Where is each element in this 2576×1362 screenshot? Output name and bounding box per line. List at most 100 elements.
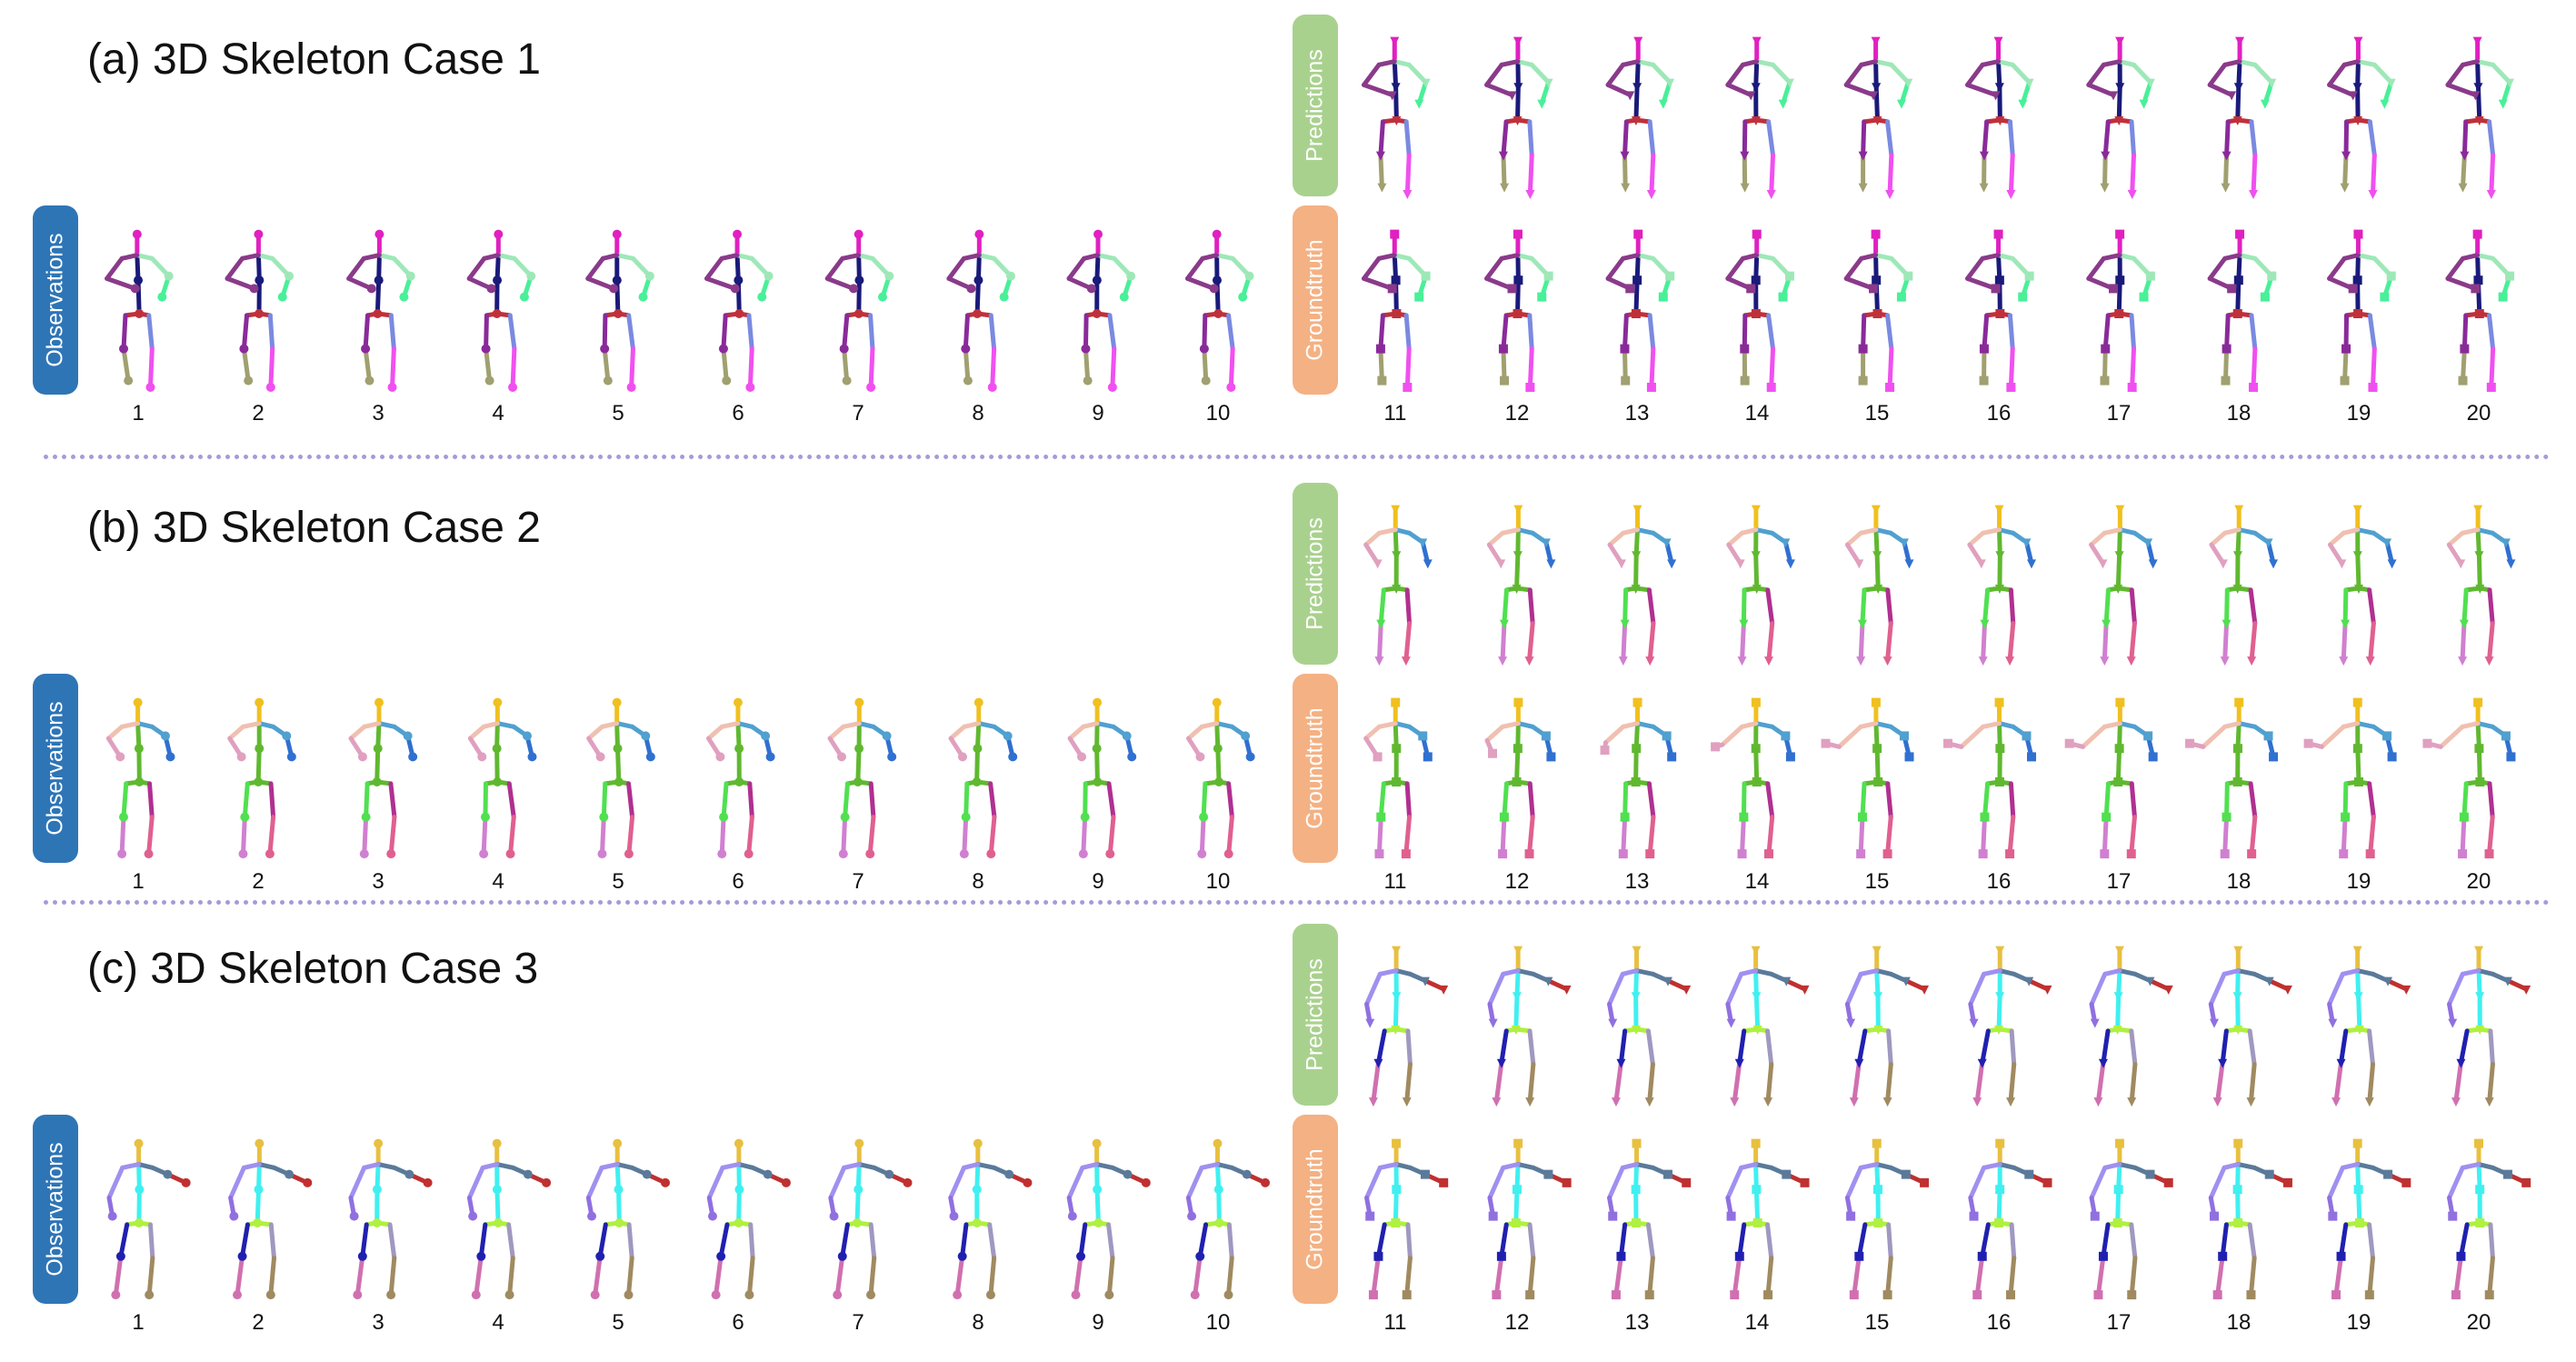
bone-lHip-lKn xyxy=(1106,781,1116,820)
joint-rAn xyxy=(842,376,852,386)
joint-lAn xyxy=(505,849,515,859)
frame-number: 18 xyxy=(2226,401,2252,426)
bone-rHip-rKn xyxy=(1742,119,1748,158)
bone-rEl-rWr xyxy=(1484,82,1515,97)
bone-rKn-rAn xyxy=(1740,815,1746,856)
joint-rKn xyxy=(839,344,849,354)
joint-lAn xyxy=(1402,1097,1412,1107)
bone-lKn-lAn xyxy=(390,346,396,390)
joint-chest xyxy=(1995,1185,2005,1195)
bone-rEl-rWr xyxy=(1965,275,1999,291)
joint-pelvis xyxy=(1751,116,1761,125)
bone-rSh-rEl xyxy=(1725,255,1745,281)
bone-lKn-lAn xyxy=(867,815,876,856)
joint-pelvis xyxy=(614,1218,624,1227)
bone-neck-rSh xyxy=(2340,1162,2361,1170)
bone-neck-rSh xyxy=(362,721,382,729)
bone-neck-lSh xyxy=(256,721,276,729)
joint-lAn xyxy=(1525,189,1535,199)
joint-rKn xyxy=(1858,344,1868,354)
joint-pelvis xyxy=(1873,585,1883,594)
joint-rAn xyxy=(1730,1290,1740,1300)
joint-lWr xyxy=(1920,985,1930,995)
frame-number: 1 xyxy=(132,869,145,894)
bone-rHip-rKn xyxy=(1499,1222,1509,1259)
joint-lEl xyxy=(2505,271,2515,281)
joint-chest xyxy=(1751,275,1761,285)
bone-rSh-rEl xyxy=(1486,530,1505,547)
bone-lHip-lKn xyxy=(147,1222,155,1261)
joint-lWr xyxy=(542,1177,552,1187)
joint-lEl xyxy=(1665,78,1675,88)
joint-head xyxy=(1092,1138,1102,1148)
joint-pelvis xyxy=(1872,116,1882,125)
joint-head xyxy=(973,1138,983,1148)
joint-lAn xyxy=(1403,189,1413,199)
bone-lHip-lKn xyxy=(268,781,276,820)
joint-chest xyxy=(1632,744,1642,754)
bone-rKn-rAn xyxy=(1493,1254,1504,1297)
bone-rHip-rKn xyxy=(1980,1222,1991,1259)
joint-pelvis xyxy=(854,309,864,318)
joint-rAn xyxy=(117,849,127,859)
frame-number: 2 xyxy=(252,401,265,426)
joint-rKn xyxy=(1076,1251,1086,1261)
joint-lEl xyxy=(1420,1169,1430,1179)
joint-lEl xyxy=(2022,538,2032,548)
joint-rAn xyxy=(1374,849,1384,859)
joint-head xyxy=(1751,946,1761,956)
bone-neck-lSh xyxy=(1634,968,1655,976)
joint-rKn xyxy=(2222,812,2232,822)
joint-rKn xyxy=(1979,151,1989,161)
joint-lEl xyxy=(1244,271,1254,281)
bone-rSh-rEl xyxy=(824,255,845,281)
frame-number: 15 xyxy=(1864,1310,1890,1335)
bone-lHip-lKn xyxy=(1226,781,1234,820)
joint-lAn xyxy=(2246,1097,2256,1107)
joint-lEl xyxy=(884,1169,894,1179)
bone-lKn-lAn xyxy=(1226,1256,1234,1297)
bone-rHip-rKn xyxy=(121,313,128,352)
bone-neck-lSh xyxy=(135,253,155,261)
joint-head xyxy=(2233,946,2243,956)
bone-rHip-rKn xyxy=(241,313,250,352)
bone-rSh-rEl xyxy=(1066,255,1087,281)
bone-rHip-rKn xyxy=(364,781,370,820)
skeleton-obs-frame-9 xyxy=(1066,229,1136,392)
frame-number: 15 xyxy=(1864,869,1890,894)
bone-lKn-lAn xyxy=(1769,153,1776,196)
groundtruth-label: Groundtruth xyxy=(1293,205,1338,395)
bone-neck-lSh xyxy=(1874,968,1893,976)
bone-neck-lSh xyxy=(1874,1162,1893,1170)
bone-rSh-rEl xyxy=(346,255,366,281)
bone-rHip-rKn xyxy=(1499,1028,1509,1066)
joint-rKn xyxy=(119,344,129,354)
bone-rHip-rKn xyxy=(840,1222,850,1259)
joint-rAn xyxy=(2212,1097,2222,1107)
joint-chest xyxy=(2475,1185,2485,1195)
bone-rHip-rKn xyxy=(843,781,850,820)
joint-pelvis xyxy=(492,309,502,318)
skeleton-pred-frame-11 xyxy=(1364,946,1449,1107)
joint-rAn xyxy=(1492,1097,1502,1107)
bone-rKn-rAn xyxy=(962,815,969,856)
bone-chest-pelvis xyxy=(855,746,862,785)
joint-lEl xyxy=(1782,976,1792,986)
joint-head xyxy=(2352,697,2362,707)
joint-head xyxy=(1872,946,1882,956)
joint-lWr xyxy=(645,752,655,762)
predictions-label-text: Predictions xyxy=(1302,958,1328,1071)
joint-lWr xyxy=(1439,985,1449,995)
joint-pelvis xyxy=(2112,1026,2122,1035)
bone-neck-rSh xyxy=(1080,1162,1100,1170)
bone-rKn-rAn xyxy=(2102,346,2108,384)
bone-lHip-lKn xyxy=(387,1222,397,1261)
observations-label: Observations xyxy=(33,1115,78,1304)
bone-rHip-rKn xyxy=(1622,313,1629,352)
joint-chest xyxy=(2114,744,2124,754)
joint-lAn xyxy=(986,849,996,859)
bone-rSh-rEl xyxy=(227,724,245,741)
bone-lHip-lKn xyxy=(987,1222,997,1261)
bone-rHip-rKn xyxy=(1861,119,1867,158)
bone-rKn-rAn xyxy=(2102,621,2109,663)
